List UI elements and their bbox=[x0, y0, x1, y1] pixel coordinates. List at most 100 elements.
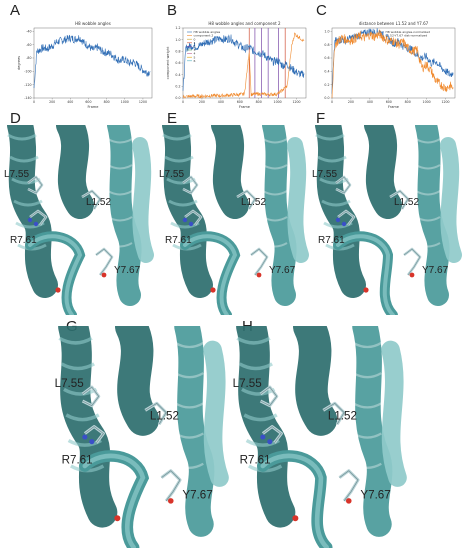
helix-stripe bbox=[107, 164, 133, 170]
side-chain-outline bbox=[95, 248, 113, 276]
residue-label-r7-61: R7.61 bbox=[240, 454, 271, 467]
x-tick-label: 0 bbox=[182, 100, 184, 104]
y-tick-label: 1.0 bbox=[324, 29, 329, 33]
helix-stripe bbox=[352, 402, 382, 409]
x-axis-label: Frame bbox=[388, 105, 399, 108]
y-tick-label: -120 bbox=[24, 83, 31, 87]
tail-helix-highlight bbox=[183, 234, 238, 317]
y-tick-label: -140 bbox=[24, 96, 31, 100]
helix-ribbon bbox=[7, 112, 58, 298]
nitrogen-atom bbox=[33, 221, 39, 227]
y-tick-label: 0.0 bbox=[324, 96, 329, 100]
helix-stripe bbox=[262, 190, 288, 196]
helix-stripe bbox=[58, 336, 93, 345]
nitrogen-atom bbox=[89, 439, 95, 445]
series-line bbox=[331, 29, 454, 98]
legend-entry: 5 bbox=[194, 55, 196, 59]
oxygen-atom bbox=[292, 515, 299, 522]
y-tick-label: 1.2 bbox=[175, 26, 180, 30]
legend-entry: component 2 bbox=[194, 34, 214, 38]
tail-helix-highlight bbox=[28, 234, 83, 317]
helix-stripe bbox=[236, 336, 271, 345]
helix-ribbon bbox=[415, 114, 450, 306]
side-chain-outline bbox=[84, 426, 104, 444]
y-tick-label: 1.0 bbox=[175, 38, 180, 42]
helix-stripe bbox=[174, 462, 204, 469]
helix-ribbon bbox=[107, 114, 142, 306]
helix-stripe bbox=[352, 341, 382, 349]
helix-ribbon bbox=[162, 112, 213, 298]
residue-label-l7-55: L7.55 bbox=[312, 169, 337, 180]
helix-stripe bbox=[174, 372, 204, 379]
helix-stripe bbox=[13, 199, 43, 207]
y-tick-label: 0.2 bbox=[324, 83, 329, 87]
x-tick-label: 800 bbox=[405, 100, 411, 104]
side-chain-outline bbox=[81, 190, 101, 210]
side-chain-outline bbox=[335, 176, 351, 194]
y-tick-label: -60 bbox=[26, 43, 31, 47]
nitrogen-atom bbox=[260, 434, 266, 440]
helix-ribbon bbox=[236, 311, 296, 528]
oxygen-atom bbox=[363, 287, 369, 293]
x-tick-label: 800 bbox=[104, 100, 110, 104]
y-tick-label: -80 bbox=[26, 56, 31, 60]
side-chain-outline bbox=[161, 470, 181, 502]
helix-stripe bbox=[415, 190, 441, 196]
x-tick-label: 1000 bbox=[274, 100, 282, 104]
residue-label-r7-61: R7.61 bbox=[62, 454, 93, 467]
helix-stripe bbox=[262, 138, 288, 144]
molecule-d-svg: L7.55 L1.52 R7.61 Y7.67 bbox=[4, 111, 154, 320]
side-chain-outline bbox=[27, 176, 43, 194]
helix-stripe bbox=[262, 242, 288, 248]
molecule-f: L7.55 L1.52 R7.61 Y7.67 bbox=[308, 111, 463, 320]
helix-stripe bbox=[415, 138, 441, 144]
y-tick-label: 0.4 bbox=[324, 69, 329, 73]
plot-frame bbox=[182, 27, 307, 99]
helix-stripe bbox=[174, 341, 204, 349]
legend-entry: 0 bbox=[194, 37, 196, 41]
helix-stripe bbox=[107, 190, 133, 196]
chart-title: distance between L1.52 and Y7.67 bbox=[359, 21, 429, 26]
side-chain-outline bbox=[182, 176, 198, 194]
chart-a: H8 wobble angles Frame degrees 0 200 400 600 80… bbox=[14, 18, 156, 109]
side-chain-outline bbox=[339, 470, 359, 502]
panel-letter-f: F bbox=[316, 110, 326, 127]
x-axis-label: Frame bbox=[239, 105, 250, 108]
helix-stripe bbox=[352, 372, 382, 379]
x-tick-label: 1000 bbox=[423, 100, 431, 104]
residue-label-y7-67: Y7.67 bbox=[269, 265, 296, 276]
helix-ribbon bbox=[203, 340, 229, 487]
chart-c-svg: distance between L1.52 and Y7.67 Frame 0 20… bbox=[324, 21, 456, 109]
helix-ribbon bbox=[58, 311, 118, 528]
oxygen-atom bbox=[167, 498, 174, 504]
molecule-f-svg: L7.55 L1.52 R7.61 Y7.67 bbox=[312, 111, 462, 320]
nitrogen-atom bbox=[341, 221, 347, 227]
helix-stripe bbox=[238, 362, 273, 371]
molecule-h: L7.55 L1.52 R7.61 Y7.67 bbox=[228, 310, 408, 553]
helix-stripe bbox=[415, 216, 441, 222]
x-tick-label: 1200 bbox=[441, 100, 449, 104]
helix-stripe bbox=[415, 242, 441, 248]
residue-label-r7-61: R7.61 bbox=[165, 235, 192, 246]
chart-a-svg: H8 wobble angles Frame degrees 0 200 400 600 80… bbox=[17, 21, 153, 109]
helix-ribbon bbox=[352, 313, 393, 537]
x-tick-label: 1200 bbox=[292, 100, 300, 104]
x-tick-label: 400 bbox=[367, 100, 373, 104]
residue-label-l7-55: L7.55 bbox=[159, 169, 184, 180]
panel-letter-e: E bbox=[167, 110, 178, 127]
chart-c: distance between L1.52 and Y7.67 Frame 0 20… bbox=[315, 18, 459, 109]
series-line bbox=[182, 32, 305, 99]
helix-stripe bbox=[174, 402, 204, 409]
helix-ribbon bbox=[381, 340, 407, 487]
residue-label-y7-67: Y7.67 bbox=[360, 489, 390, 502]
residue-label-l1-52: L1.52 bbox=[241, 197, 266, 208]
side-chain-outline bbox=[262, 426, 282, 444]
nitrogen-atom bbox=[82, 434, 88, 440]
x-tick-label: 0 bbox=[331, 100, 333, 104]
y-tick-label: 0.4 bbox=[175, 73, 180, 77]
side-chain-outline bbox=[389, 190, 409, 210]
helix-ribbon bbox=[293, 310, 338, 436]
residue-label-l1-52: L1.52 bbox=[150, 410, 179, 423]
helix-ribbon bbox=[56, 111, 94, 219]
helix-ribbon bbox=[315, 112, 366, 298]
